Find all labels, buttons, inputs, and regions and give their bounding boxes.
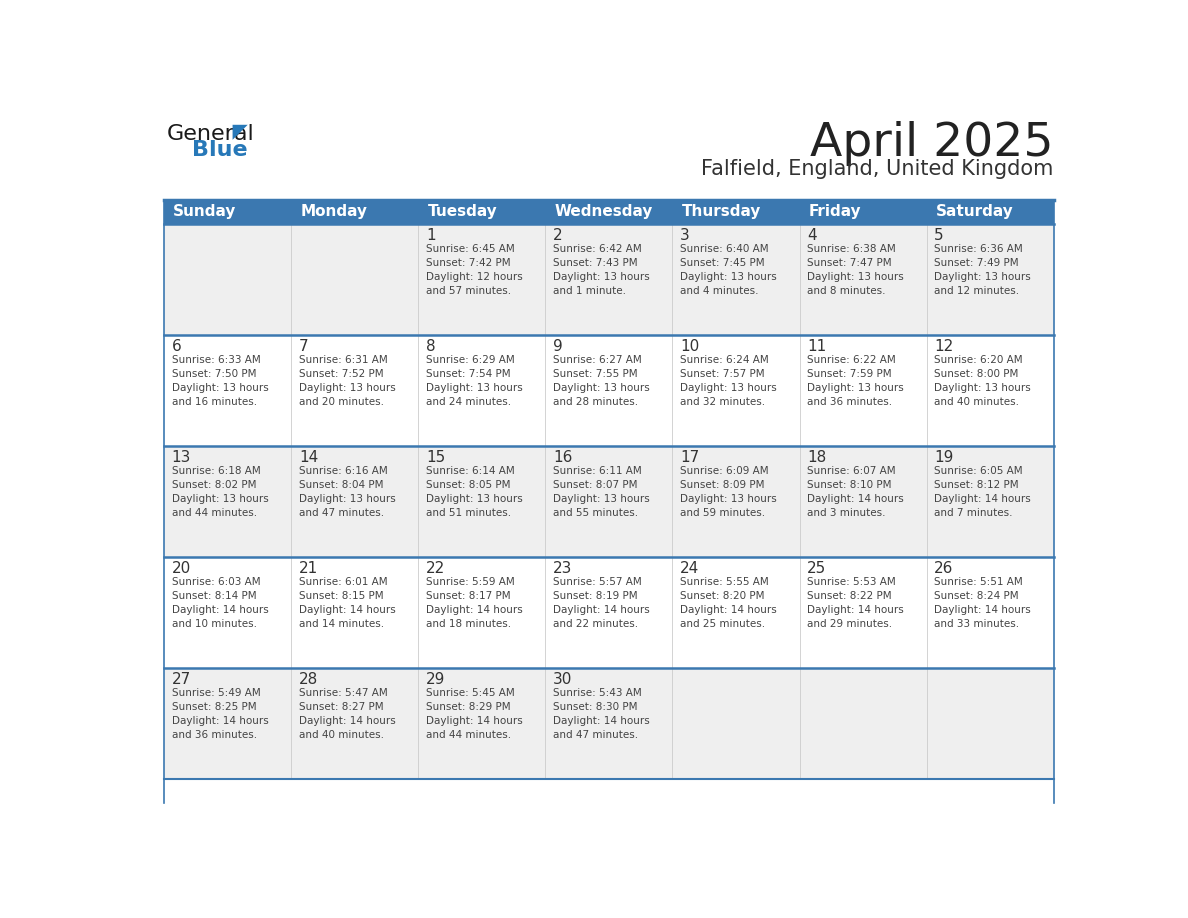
Text: 9: 9 — [554, 340, 563, 354]
Text: Sunrise: 6:33 AM
Sunset: 7:50 PM
Daylight: 13 hours
and 16 minutes.: Sunrise: 6:33 AM Sunset: 7:50 PM Dayligh… — [172, 354, 268, 407]
Text: Sunrise: 5:45 AM
Sunset: 8:29 PM
Daylight: 14 hours
and 44 minutes.: Sunrise: 5:45 AM Sunset: 8:29 PM Dayligh… — [426, 688, 523, 740]
Text: 20: 20 — [172, 561, 191, 577]
Text: 6: 6 — [172, 340, 182, 354]
Text: 7: 7 — [299, 340, 309, 354]
Text: Saturday: Saturday — [936, 205, 1013, 219]
Text: 25: 25 — [808, 561, 827, 577]
Text: Sunrise: 6:01 AM
Sunset: 8:15 PM
Daylight: 14 hours
and 14 minutes.: Sunrise: 6:01 AM Sunset: 8:15 PM Dayligh… — [299, 577, 396, 629]
Text: Sunrise: 6:22 AM
Sunset: 7:59 PM
Daylight: 13 hours
and 36 minutes.: Sunrise: 6:22 AM Sunset: 7:59 PM Dayligh… — [808, 354, 904, 407]
Text: Sunrise: 6:24 AM
Sunset: 7:57 PM
Daylight: 13 hours
and 32 minutes.: Sunrise: 6:24 AM Sunset: 7:57 PM Dayligh… — [681, 354, 777, 407]
Text: 16: 16 — [554, 450, 573, 465]
Text: 19: 19 — [934, 450, 954, 465]
Text: Sunrise: 6:36 AM
Sunset: 7:49 PM
Daylight: 13 hours
and 12 minutes.: Sunrise: 6:36 AM Sunset: 7:49 PM Dayligh… — [934, 244, 1031, 296]
Text: General: General — [168, 124, 255, 144]
Text: 10: 10 — [681, 340, 700, 354]
Text: Sunrise: 5:43 AM
Sunset: 8:30 PM
Daylight: 14 hours
and 47 minutes.: Sunrise: 5:43 AM Sunset: 8:30 PM Dayligh… — [554, 688, 650, 740]
Text: 3: 3 — [681, 229, 690, 243]
Text: 4: 4 — [808, 229, 817, 243]
Bar — [164, 557, 1054, 668]
Text: Sunrise: 6:18 AM
Sunset: 8:02 PM
Daylight: 13 hours
and 44 minutes.: Sunrise: 6:18 AM Sunset: 8:02 PM Dayligh… — [172, 465, 268, 518]
Text: Friday: Friday — [809, 205, 861, 219]
Text: Sunrise: 6:07 AM
Sunset: 8:10 PM
Daylight: 14 hours
and 3 minutes.: Sunrise: 6:07 AM Sunset: 8:10 PM Dayligh… — [808, 465, 904, 518]
Text: Sunrise: 6:20 AM
Sunset: 8:00 PM
Daylight: 13 hours
and 40 minutes.: Sunrise: 6:20 AM Sunset: 8:00 PM Dayligh… — [934, 354, 1031, 407]
Text: Tuesday: Tuesday — [428, 205, 498, 219]
Text: Sunrise: 6:38 AM
Sunset: 7:47 PM
Daylight: 13 hours
and 8 minutes.: Sunrise: 6:38 AM Sunset: 7:47 PM Dayligh… — [808, 244, 904, 296]
Text: 30: 30 — [554, 672, 573, 688]
Text: 2: 2 — [554, 229, 563, 243]
Text: 12: 12 — [934, 340, 954, 354]
Text: Sunrise: 5:51 AM
Sunset: 8:24 PM
Daylight: 14 hours
and 33 minutes.: Sunrise: 5:51 AM Sunset: 8:24 PM Dayligh… — [934, 577, 1031, 629]
Polygon shape — [233, 125, 248, 140]
Text: Blue: Blue — [192, 140, 247, 160]
Text: Thursday: Thursday — [682, 205, 762, 219]
Text: Sunrise: 5:59 AM
Sunset: 8:17 PM
Daylight: 14 hours
and 18 minutes.: Sunrise: 5:59 AM Sunset: 8:17 PM Dayligh… — [426, 577, 523, 629]
Text: 8: 8 — [426, 340, 436, 354]
Text: Sunrise: 5:53 AM
Sunset: 8:22 PM
Daylight: 14 hours
and 29 minutes.: Sunrise: 5:53 AM Sunset: 8:22 PM Dayligh… — [808, 577, 904, 629]
Text: Sunrise: 6:31 AM
Sunset: 7:52 PM
Daylight: 13 hours
and 20 minutes.: Sunrise: 6:31 AM Sunset: 7:52 PM Dayligh… — [299, 354, 396, 407]
Text: Sunrise: 6:16 AM
Sunset: 8:04 PM
Daylight: 13 hours
and 47 minutes.: Sunrise: 6:16 AM Sunset: 8:04 PM Dayligh… — [299, 465, 396, 518]
Text: 15: 15 — [426, 450, 446, 465]
Text: 18: 18 — [808, 450, 827, 465]
Text: Sunrise: 6:45 AM
Sunset: 7:42 PM
Daylight: 12 hours
and 57 minutes.: Sunrise: 6:45 AM Sunset: 7:42 PM Dayligh… — [426, 244, 523, 296]
Text: Sunrise: 6:03 AM
Sunset: 8:14 PM
Daylight: 14 hours
and 10 minutes.: Sunrise: 6:03 AM Sunset: 8:14 PM Dayligh… — [172, 577, 268, 629]
Text: Sunrise: 6:05 AM
Sunset: 8:12 PM
Daylight: 14 hours
and 7 minutes.: Sunrise: 6:05 AM Sunset: 8:12 PM Dayligh… — [934, 465, 1031, 518]
Bar — [164, 224, 1054, 335]
Text: Sunrise: 5:47 AM
Sunset: 8:27 PM
Daylight: 14 hours
and 40 minutes.: Sunrise: 5:47 AM Sunset: 8:27 PM Dayligh… — [299, 688, 396, 740]
Text: Sunrise: 5:57 AM
Sunset: 8:19 PM
Daylight: 14 hours
and 22 minutes.: Sunrise: 5:57 AM Sunset: 8:19 PM Dayligh… — [554, 577, 650, 629]
Text: 21: 21 — [299, 561, 318, 577]
Text: 5: 5 — [934, 229, 944, 243]
Text: 14: 14 — [299, 450, 318, 465]
Text: Falfield, England, United Kingdom: Falfield, England, United Kingdom — [701, 160, 1054, 179]
Text: 11: 11 — [808, 340, 827, 354]
Text: 29: 29 — [426, 672, 446, 688]
Text: Sunrise: 5:49 AM
Sunset: 8:25 PM
Daylight: 14 hours
and 36 minutes.: Sunrise: 5:49 AM Sunset: 8:25 PM Dayligh… — [172, 688, 268, 740]
Text: Sunrise: 6:09 AM
Sunset: 8:09 PM
Daylight: 13 hours
and 59 minutes.: Sunrise: 6:09 AM Sunset: 8:09 PM Dayligh… — [681, 465, 777, 518]
Bar — [164, 200, 1054, 224]
Text: 23: 23 — [554, 561, 573, 577]
Text: 24: 24 — [681, 561, 700, 577]
Bar — [164, 335, 1054, 446]
Text: Sunrise: 6:11 AM
Sunset: 8:07 PM
Daylight: 13 hours
and 55 minutes.: Sunrise: 6:11 AM Sunset: 8:07 PM Dayligh… — [554, 465, 650, 518]
Text: 13: 13 — [172, 450, 191, 465]
Text: Sunrise: 5:55 AM
Sunset: 8:20 PM
Daylight: 14 hours
and 25 minutes.: Sunrise: 5:55 AM Sunset: 8:20 PM Dayligh… — [681, 577, 777, 629]
Text: Sunrise: 6:27 AM
Sunset: 7:55 PM
Daylight: 13 hours
and 28 minutes.: Sunrise: 6:27 AM Sunset: 7:55 PM Dayligh… — [554, 354, 650, 407]
Text: Wednesday: Wednesday — [555, 205, 653, 219]
Text: Sunrise: 6:29 AM
Sunset: 7:54 PM
Daylight: 13 hours
and 24 minutes.: Sunrise: 6:29 AM Sunset: 7:54 PM Dayligh… — [426, 354, 523, 407]
Text: 28: 28 — [299, 672, 318, 688]
Text: April 2025: April 2025 — [810, 121, 1054, 166]
Text: 26: 26 — [934, 561, 954, 577]
Text: Sunday: Sunday — [173, 205, 236, 219]
Text: 1: 1 — [426, 229, 436, 243]
Text: Sunrise: 6:40 AM
Sunset: 7:45 PM
Daylight: 13 hours
and 4 minutes.: Sunrise: 6:40 AM Sunset: 7:45 PM Dayligh… — [681, 244, 777, 296]
Text: 22: 22 — [426, 561, 446, 577]
Text: 27: 27 — [172, 672, 191, 688]
Text: Monday: Monday — [301, 205, 367, 219]
Text: 17: 17 — [681, 450, 700, 465]
Text: Sunrise: 6:14 AM
Sunset: 8:05 PM
Daylight: 13 hours
and 51 minutes.: Sunrise: 6:14 AM Sunset: 8:05 PM Dayligh… — [426, 465, 523, 518]
Bar — [164, 668, 1054, 778]
Text: Sunrise: 6:42 AM
Sunset: 7:43 PM
Daylight: 13 hours
and 1 minute.: Sunrise: 6:42 AM Sunset: 7:43 PM Dayligh… — [554, 244, 650, 296]
Bar — [164, 446, 1054, 557]
